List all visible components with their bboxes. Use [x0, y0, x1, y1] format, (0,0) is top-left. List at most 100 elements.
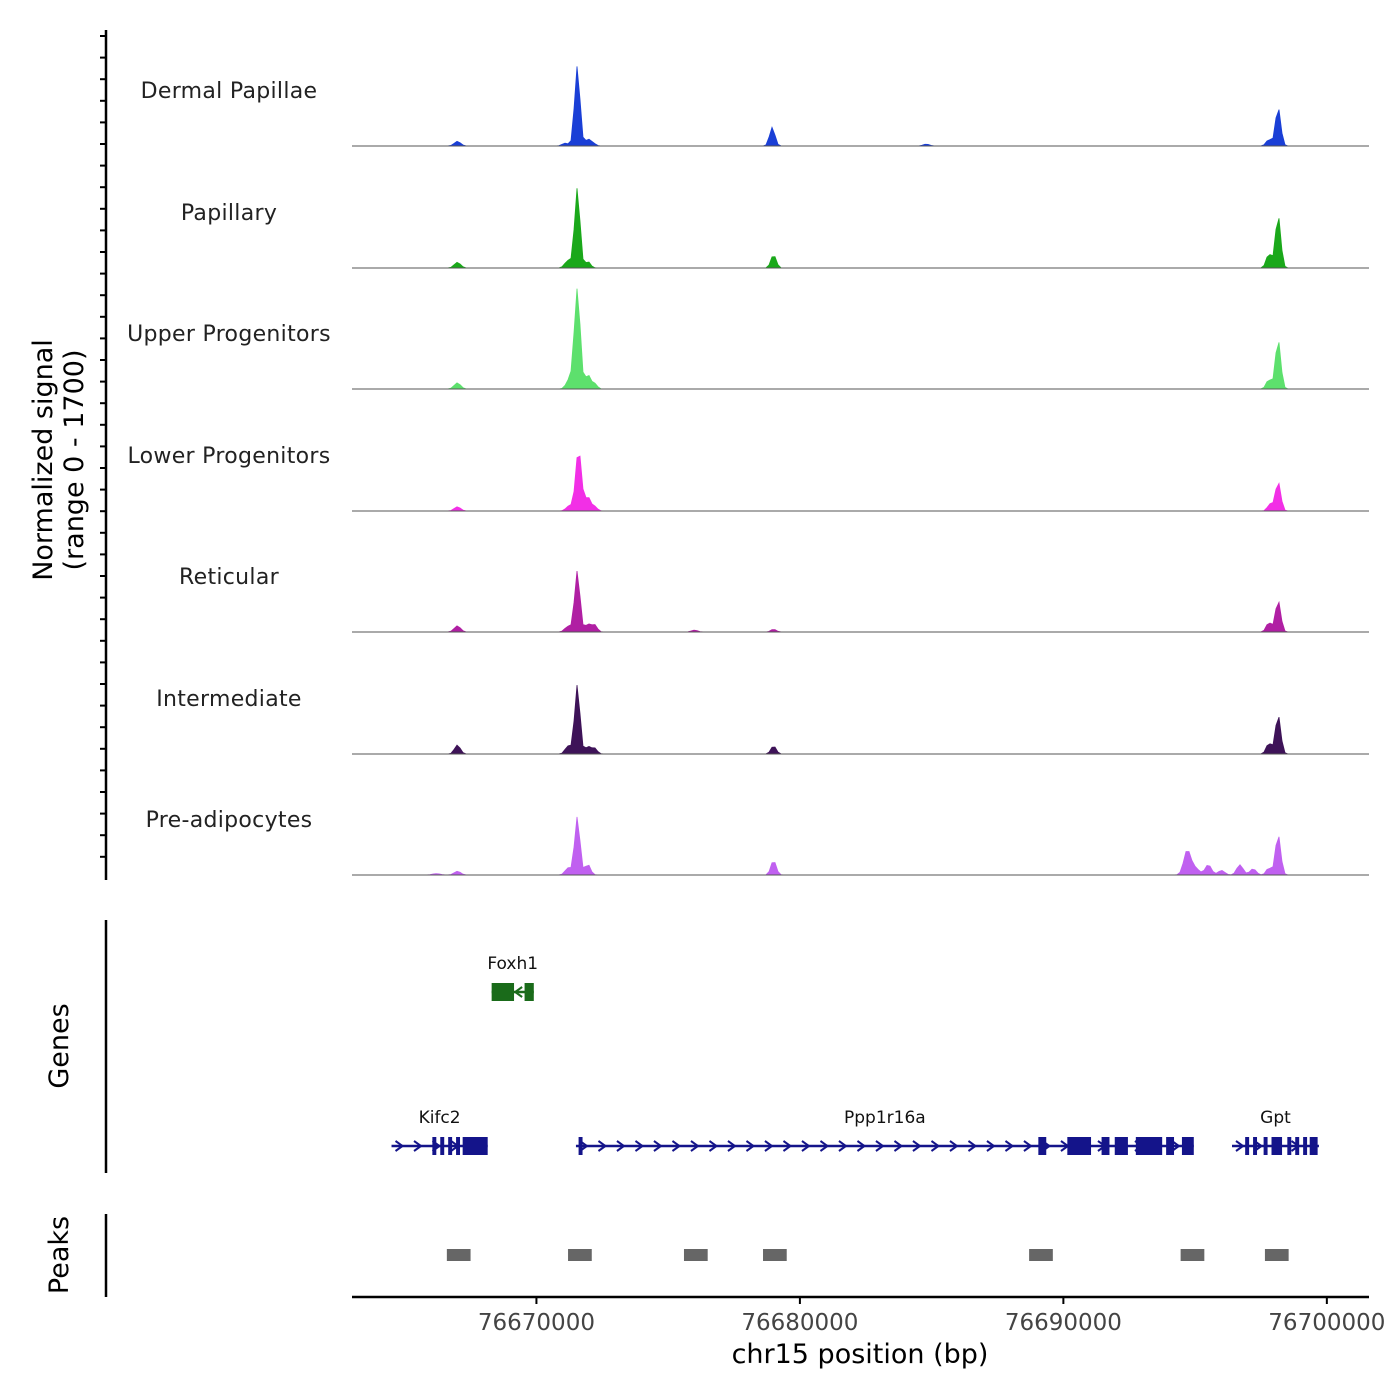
peaks-panel-title: Peaks: [44, 1216, 75, 1294]
track-signal-area: [352, 288, 1369, 390]
gene-foxh1: Foxh1: [487, 954, 538, 1001]
gene-exon: [1245, 1137, 1250, 1155]
peak-region: [763, 1249, 787, 1261]
track-pre-adipocytes: Pre-adipocytes: [146, 808, 1369, 876]
track-label: Pre-adipocytes: [146, 808, 313, 833]
track-label: Papillary: [181, 201, 277, 226]
x-tick-label: 76670000: [478, 1310, 595, 1336]
x-axis-title: chr15 position (bp): [732, 1339, 989, 1370]
track-label: Lower Progenitors: [127, 444, 330, 469]
gene-exon: [456, 1137, 461, 1155]
gene-strand-arrow: [930, 1140, 941, 1152]
gene-exon: [1271, 1137, 1283, 1155]
peak-region: [1029, 1249, 1053, 1261]
track-signal-area: [352, 570, 1369, 633]
gene-strand-arrow: [616, 1140, 626, 1152]
gene-strand-arrow: [875, 1140, 885, 1152]
coverage-tracks: Dermal Papillae Papillary Upper Progenitor…: [127, 66, 1369, 876]
gene-strand-arrow: [856, 1140, 867, 1152]
x-tick-label: 76700000: [1268, 1310, 1385, 1336]
track-label: Dermal Papillae: [141, 79, 318, 104]
gene-exon: [462, 1137, 488, 1155]
gene-strand-arrow: [801, 1140, 811, 1152]
gene-strand-arrow: [708, 1140, 719, 1152]
peak-region: [1180, 1249, 1205, 1261]
gene-strand-arrow: [1171, 1140, 1181, 1152]
gene-exon: [1181, 1137, 1194, 1155]
gene-exon: [1166, 1137, 1175, 1155]
track-dermal-papillae: Dermal Papillae: [141, 66, 1369, 147]
gene-strand-arrow: [764, 1140, 774, 1152]
track-label: Reticular: [179, 565, 280, 590]
gene-strand-arrow: [653, 1140, 663, 1152]
gene-strand-arrow: [1023, 1140, 1033, 1152]
track-signal-area: [352, 188, 1369, 269]
gene-exon: [1303, 1137, 1308, 1155]
track-intermediate: Intermediate: [156, 685, 1369, 755]
gene-strand-arrow: [838, 1140, 848, 1152]
genes-panel-title: Genes: [44, 1003, 75, 1088]
peak-regions: [446, 1249, 1289, 1261]
gene-exon: [1253, 1137, 1258, 1155]
gene-exon: [1287, 1137, 1292, 1155]
peak-region: [683, 1249, 708, 1261]
gene-strand-arrow: [634, 1140, 645, 1152]
gene-strand-arrow: [819, 1140, 830, 1152]
x-tick-label: 76680000: [741, 1310, 858, 1336]
peak-region: [446, 1249, 471, 1261]
y-axis-title-line1: Normalized signal: [28, 339, 59, 581]
gene-annotations: Foxh1 Kifc2 Ppp1r16a Gpt: [391, 954, 1319, 1155]
gene-gpt: Gpt: [1231, 1108, 1319, 1155]
track-papillary: Papillary: [181, 188, 1369, 269]
gene-exon: [440, 1137, 445, 1155]
gene-strand-arrow: [745, 1140, 756, 1152]
y-axis-title-line2: (range 0 - 1700): [59, 350, 90, 571]
gene-strand-arrow: [986, 1140, 996, 1152]
gene-strand-arrow: [597, 1140, 608, 1152]
track-label: Upper Progenitors: [127, 322, 331, 347]
track-signal-area: [352, 816, 1369, 876]
gene-exon: [1038, 1137, 1047, 1155]
gene-exon: [1114, 1137, 1128, 1155]
gene-exon: [524, 983, 534, 1001]
track-label: Intermediate: [156, 687, 302, 712]
track-signal-area: [352, 685, 1369, 755]
gene-kifc2: Kifc2: [391, 1108, 488, 1155]
gene-strand-arrow: [413, 1140, 423, 1152]
gene-strand-arrow: [893, 1140, 904, 1152]
track-signal-area: [352, 66, 1369, 147]
gene-strand-arrow: [949, 1140, 959, 1152]
gene-ppp1r16a: Ppp1r16a: [575, 1108, 1194, 1155]
gene-exon: [1101, 1137, 1110, 1155]
gene-strand-arrow: [1004, 1140, 1015, 1152]
gene-strand-arrow: [1235, 1140, 1245, 1152]
peak-region: [1264, 1249, 1289, 1261]
gene-exon: [1295, 1137, 1300, 1155]
gene-strand-arrow: [782, 1140, 793, 1152]
track-signal-area: [352, 455, 1369, 512]
gene-exon: [1135, 1137, 1163, 1155]
signal-y-axis: [100, 30, 108, 880]
gene-exon: [578, 1137, 583, 1155]
x-tick-label: 76690000: [1005, 1310, 1122, 1336]
gene-exon: [491, 983, 515, 1001]
gene-exon: [448, 1137, 453, 1155]
gene-strand-arrow: [671, 1140, 682, 1152]
track-reticular: Reticular: [179, 565, 1369, 633]
gene-label: Kifc2: [419, 1108, 461, 1128]
gene-label: Foxh1: [487, 954, 538, 974]
track-lower-progenitors: Lower Progenitors: [127, 444, 1369, 512]
track-upper-progenitors: Upper Progenitors: [127, 288, 1369, 390]
gene-exon: [1067, 1137, 1092, 1155]
gene-strand-arrow: [394, 1140, 405, 1152]
peak-region: [568, 1249, 592, 1261]
gene-label: Gpt: [1260, 1108, 1291, 1128]
x-axis: 76670000 76680000 76690000 76700000: [352, 1295, 1385, 1336]
gene-exon: [1263, 1137, 1268, 1155]
gene-strand-arrow: [513, 986, 523, 998]
gene-exon: [1309, 1137, 1318, 1155]
gene-strand-arrow: [967, 1140, 978, 1152]
gene-exon: [432, 1137, 437, 1155]
gene-strand-arrow: [727, 1140, 737, 1152]
